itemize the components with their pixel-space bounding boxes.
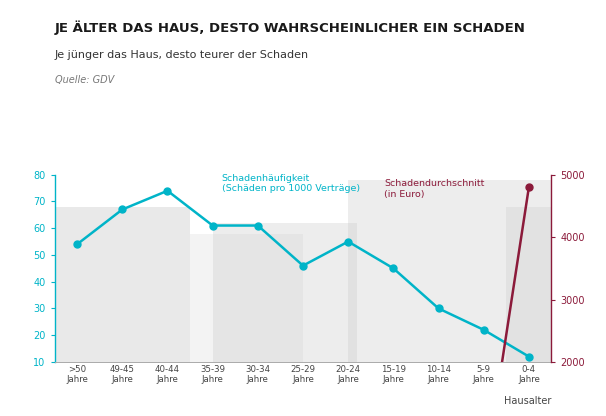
Text: Hausalter: Hausalter xyxy=(504,396,551,406)
Bar xyxy=(506,207,588,362)
Text: Schadenhäufigkeit
(Schäden pro 1000 Verträge): Schadenhäufigkeit (Schäden pro 1000 Vert… xyxy=(222,174,360,193)
Bar xyxy=(55,207,190,362)
Text: Quelle: GDV: Quelle: GDV xyxy=(55,75,114,85)
Text: Schadendurchschnitt
(in Euro): Schadendurchschnitt (in Euro) xyxy=(384,179,485,199)
Text: JE ÄLTER DAS HAUS, DESTO WAHRSCHEINLICHER EIN SCHADEN: JE ÄLTER DAS HAUS, DESTO WAHRSCHEINLICHE… xyxy=(55,21,525,35)
Text: Je jünger das Haus, desto teurer der Schaden: Je jünger das Haus, desto teurer der Sch… xyxy=(55,50,308,60)
Bar xyxy=(348,180,551,362)
Bar xyxy=(213,223,357,362)
Bar xyxy=(190,233,303,362)
